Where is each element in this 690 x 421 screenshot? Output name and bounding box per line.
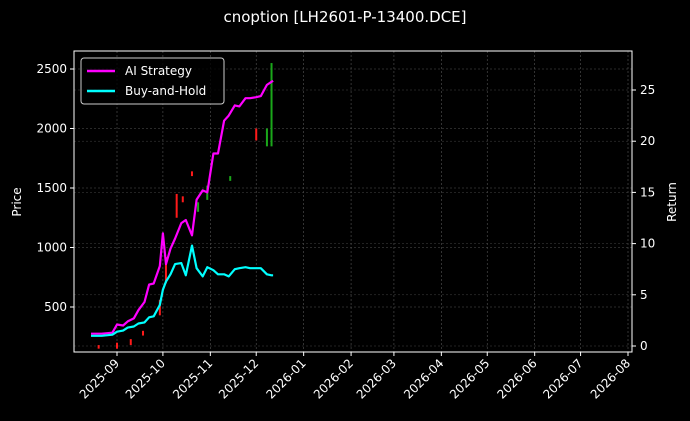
series-line-ai-strategy <box>91 79 274 335</box>
y2-tick-label: 10 <box>640 237 655 251</box>
y2-tick-label: 25 <box>640 83 655 97</box>
legend-label: Buy-and-Hold <box>125 84 206 98</box>
candlestick <box>229 176 232 181</box>
candlestick <box>181 196 184 203</box>
x-tick-label: 2025-11 <box>170 356 215 401</box>
y2-tick-label: 20 <box>640 134 655 148</box>
candlestick <box>190 171 193 177</box>
x-tick-label: 2026-04 <box>401 356 446 401</box>
y2-tick-label: 0 <box>640 339 648 353</box>
y-tick-label: 1000 <box>36 241 67 255</box>
candlestick <box>97 345 100 349</box>
legend-label: AI Strategy <box>125 64 192 78</box>
x-tick-label: 2026-05 <box>447 356 492 401</box>
y2-axis-label: Return <box>665 182 679 222</box>
candlestick <box>265 128 268 147</box>
candlestick <box>175 193 178 218</box>
x-tick-label: 2026-02 <box>311 356 356 401</box>
candlestick <box>129 339 132 346</box>
candlestick <box>197 202 200 212</box>
y2-tick-label: 15 <box>640 185 655 199</box>
candlestick <box>158 299 161 316</box>
candlestick <box>142 330 145 336</box>
candlestick <box>270 63 273 147</box>
chart-title: cnoption [LH2601-P-13400.DCE] <box>223 8 467 26</box>
y-tick-label: 500 <box>44 300 67 314</box>
candlestick <box>116 342 118 349</box>
x-tick-label: 2026-06 <box>494 356 539 401</box>
x-tick-label: 2026-07 <box>540 356 585 401</box>
legend-box <box>80 57 225 105</box>
plot-frame <box>73 50 633 353</box>
series-line-buy-and-hold <box>91 244 274 337</box>
x-tick-label: 2026-03 <box>354 356 399 401</box>
y-tick-label: 2500 <box>36 62 67 76</box>
y-tick-label: 1500 <box>36 181 67 195</box>
x-tick-label: 2025-12 <box>216 356 261 401</box>
y-tick-label: 2000 <box>36 122 67 136</box>
y2-tick-label: 5 <box>640 288 648 302</box>
y-axis-label: Price <box>10 187 24 216</box>
x-tick-label: 2026-01 <box>263 356 308 401</box>
candlestick <box>164 257 167 284</box>
x-tick-label: 2025-09 <box>77 356 122 401</box>
x-tick-label: 2025-10 <box>123 356 168 401</box>
candlestick <box>255 128 258 141</box>
x-tick-label: 2026-08 <box>588 356 633 401</box>
